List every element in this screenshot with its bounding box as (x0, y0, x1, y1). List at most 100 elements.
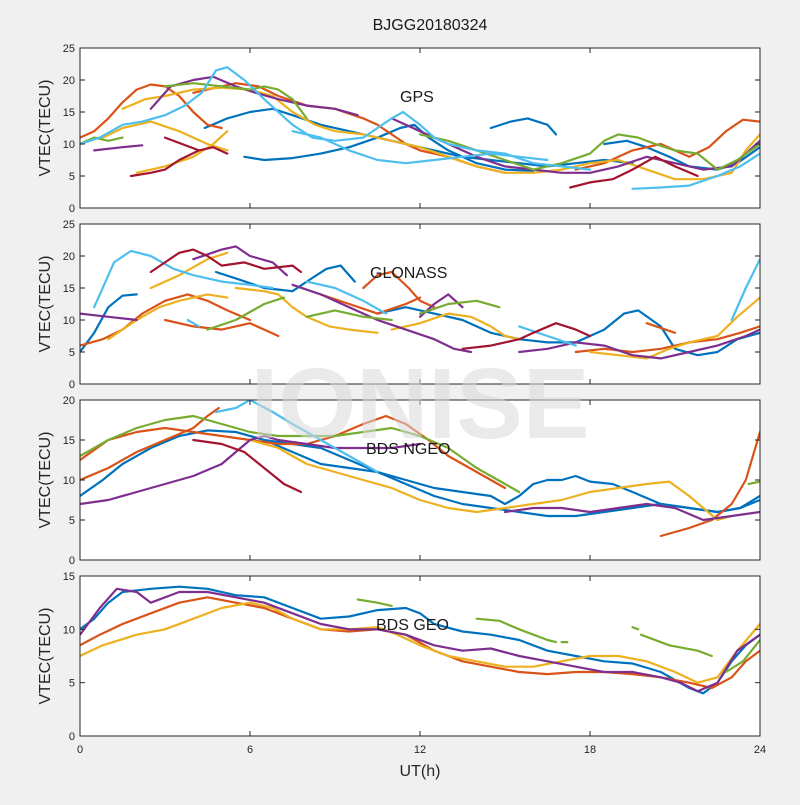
plot-area (80, 576, 760, 736)
y-tick-label: 0 (69, 555, 75, 567)
y-tick-label: 10 (63, 315, 75, 327)
series-line (163, 136, 201, 152)
series-line (574, 118, 760, 171)
series-line (362, 270, 436, 309)
series-line (80, 414, 521, 494)
y-tick-label: 5 (69, 171, 75, 183)
series-line (80, 406, 220, 482)
series-line (149, 251, 229, 290)
series-line (80, 601, 760, 684)
series-line (390, 312, 521, 341)
y-tick-label: 10 (63, 139, 75, 151)
y-axis-label: VTEC(TECU) (37, 80, 54, 177)
series-line (724, 638, 760, 674)
y-tick-label: 25 (63, 43, 75, 55)
series-group (80, 400, 760, 538)
series-line (503, 502, 760, 522)
series-line (80, 434, 422, 506)
y-tick-label: 15 (63, 435, 75, 447)
y-tick-label: 10 (63, 624, 75, 636)
y-tick-label: 0 (69, 203, 75, 215)
x-tick-label: 24 (754, 744, 766, 756)
y-tick-label: 20 (63, 251, 75, 263)
y-tick-label: 5 (69, 515, 75, 527)
series-line (192, 438, 303, 494)
x-tick-label: 18 (584, 744, 596, 756)
series-line (489, 117, 558, 136)
panel-glonass: 0 5 10 15 20 25 VTEC(TECU) GLONASS (37, 219, 761, 391)
series-line (214, 400, 379, 474)
series-group (80, 66, 760, 190)
series-line (588, 296, 760, 360)
series-line (163, 318, 280, 338)
panel-gps: 0 5 10 15 20 25 VTEC(TECU) GPS (37, 43, 761, 215)
series-line (305, 280, 388, 315)
series-line (319, 293, 422, 315)
y-tick-label: 0 (69, 731, 75, 743)
series-line (475, 617, 558, 644)
series-line (93, 249, 274, 309)
series-line (129, 146, 229, 178)
series-line (192, 245, 288, 277)
series-line (631, 626, 640, 631)
series-line (80, 293, 252, 347)
series-line (645, 322, 677, 334)
y-tick-label: 15 (63, 571, 75, 583)
series-line (418, 299, 501, 315)
series-line (730, 258, 760, 322)
panels: 0 5 10 15 20 25 VTEC(TECU) GPS 0 5 10 15 20 25 VTEC(TE… (37, 43, 766, 780)
y-axis-label: VTEC(TECU) (37, 608, 54, 705)
series-line (248, 438, 733, 522)
y-tick-label: 20 (63, 395, 75, 407)
series-line (234, 430, 760, 518)
series-line (93, 144, 144, 152)
series-line (107, 293, 229, 341)
series-line (291, 283, 473, 354)
series-line (80, 587, 760, 693)
series-line (569, 155, 699, 189)
series-line (574, 325, 760, 354)
series-group (80, 585, 760, 695)
panel-label: GLONASS (370, 265, 447, 282)
panel-bds-geo: 0 5 10 15 0 6 12 18 24 UT(h) VTEC(TECU) BDS GEO (37, 571, 766, 780)
series-line (163, 82, 308, 120)
x-axis-label: UT(h) (400, 763, 441, 780)
series-line (418, 133, 760, 171)
y-axis-label: VTEC(TECU) (37, 432, 54, 529)
series-line (518, 328, 760, 360)
series-line (149, 248, 303, 274)
y-tick-label: 5 (69, 347, 75, 359)
series-line (659, 430, 760, 538)
series-line (631, 152, 760, 190)
panel-label: BDS GEO (376, 617, 449, 634)
series-line (80, 429, 760, 514)
x-tick-label: 12 (414, 744, 426, 756)
x-tick-label: 0 (77, 744, 83, 756)
series-line (747, 480, 760, 486)
panel-bds-ngeo: 0 5 10 15 20 VTEC(TECU) BDS NGEO (37, 395, 761, 567)
plot-area (80, 48, 760, 208)
y-tick-label: 15 (63, 107, 75, 119)
series-group (80, 245, 760, 360)
panel-label: GPS (400, 89, 434, 106)
y-tick-label: 10 (63, 475, 75, 487)
y-tick-label: 25 (63, 219, 75, 231)
series-line (518, 325, 577, 347)
watermark-text: IONISE (251, 348, 590, 460)
series-line (80, 312, 138, 322)
y-tick-label: 0 (69, 379, 75, 391)
series-line (461, 322, 592, 350)
y-tick-label: 15 (63, 283, 75, 295)
series-line (376, 306, 760, 357)
series-line (80, 293, 138, 354)
y-tick-label: 5 (69, 678, 75, 690)
series-line (186, 318, 201, 328)
series-line (305, 309, 393, 322)
y-tick-label: 20 (63, 75, 75, 87)
series-line (80, 83, 223, 139)
figure-title: BJGG20180324 (373, 17, 488, 34)
x-tick-label: 6 (247, 744, 253, 756)
panel-label: BDS NGEO (366, 441, 450, 458)
series-line (234, 286, 379, 334)
